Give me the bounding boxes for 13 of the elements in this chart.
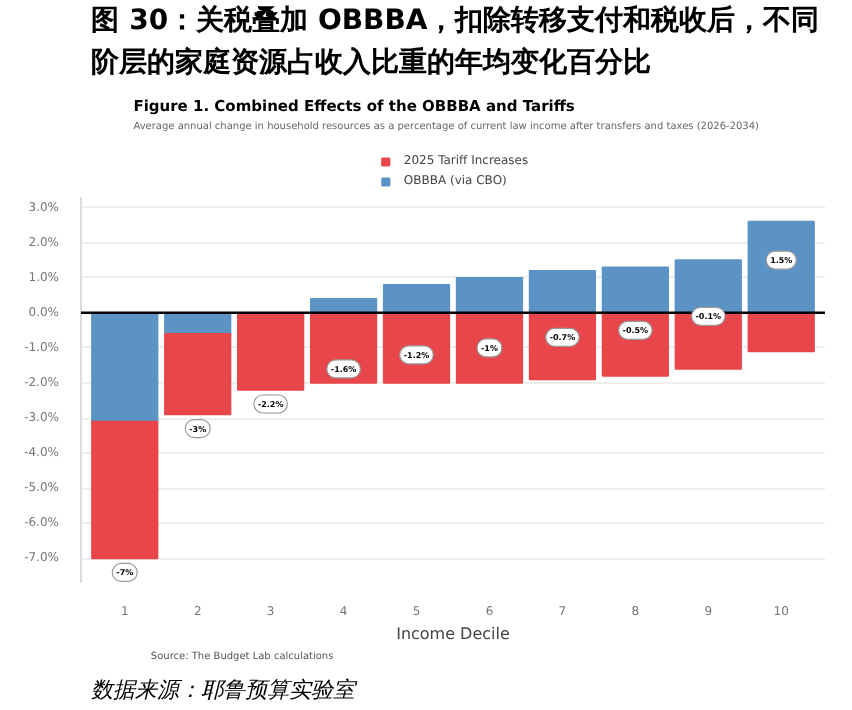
bar [601, 266, 669, 314]
bar [91, 312, 159, 423]
bar [382, 283, 451, 314]
source-note: 数据来源：耶鲁预算实验室 [91, 677, 360, 703]
bar [164, 333, 232, 416]
bar [455, 276, 524, 314]
bar [747, 312, 815, 353]
bar [91, 420, 159, 560]
bar [237, 312, 305, 391]
bar [528, 269, 597, 314]
bar [747, 220, 815, 314]
chart-title: 图 30：关税叠加 OBBBA，扣除转移支付和税收后，不同阶层的家庭资源占收入比重的年均变化百分比 [91, 3, 820, 79]
x-axis-title: Income Decile [396, 625, 510, 643]
